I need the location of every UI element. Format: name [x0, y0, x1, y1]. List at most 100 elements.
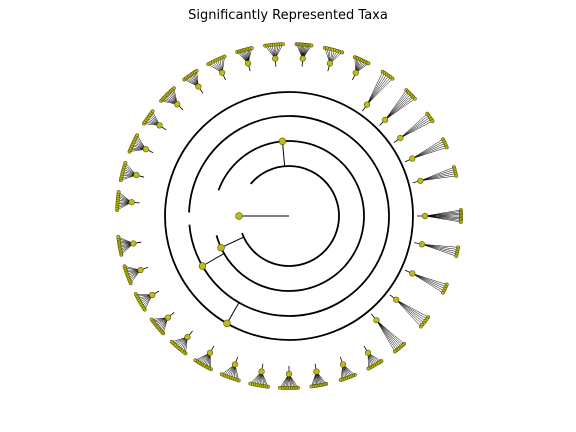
tree-radial-branch-3 [202, 253, 225, 267]
leaf-branch [385, 97, 414, 121]
leaf-node [441, 290, 445, 295]
leaf-branch [396, 299, 424, 324]
leaf-node [390, 76, 395, 81]
tree-internal-node-0 [235, 212, 243, 220]
leaf-branch [376, 320, 402, 347]
leaf-branch [385, 98, 415, 121]
cluster-node-21 [373, 317, 380, 324]
cluster-node-17 [421, 212, 429, 220]
tree-ring-2 [188, 115, 390, 317]
leaf-node [458, 220, 463, 224]
cluster-node-27 [231, 361, 239, 368]
cluster-node-24 [313, 368, 320, 375]
leaf-branch [376, 319, 405, 345]
leaf-branch [420, 173, 456, 182]
tree-radial-branch-1 [281, 141, 286, 167]
leaf-branch [384, 92, 410, 121]
cluster-node-20 [393, 296, 400, 303]
leaf-node [392, 349, 397, 354]
leaf-node [454, 173, 459, 178]
leaf-node [116, 235, 121, 239]
leaf-node [309, 43, 314, 48]
leaf-node [278, 385, 282, 390]
cluster-node-6 [219, 69, 226, 76]
cluster-node-26 [258, 368, 265, 375]
leaf-node [418, 324, 423, 329]
leaf-branch [384, 95, 413, 121]
leaf-node [149, 317, 154, 322]
cluster-node-1 [133, 172, 140, 179]
leaf-branch [412, 139, 444, 159]
leaf-branch [421, 244, 457, 257]
tree-radial-branch-2 [220, 236, 244, 249]
tree-radial-branch-4 [226, 302, 240, 324]
leaf-branch [424, 215, 461, 223]
leaf-branch [400, 113, 428, 139]
leaf-branch [366, 78, 393, 105]
tree-internal-node-3 [198, 262, 207, 270]
cluster-node-11 [352, 69, 359, 76]
cluster-node-32 [137, 266, 144, 274]
cluster-node-23 [339, 361, 347, 368]
leaf-branch [420, 166, 455, 182]
leaf-node [412, 96, 417, 101]
leaf-node [133, 292, 138, 296]
leaf-branch [395, 299, 421, 327]
leaf-node [340, 50, 345, 55]
cluster-node-8 [272, 55, 279, 62]
tree-ring-3 [164, 91, 414, 341]
cluster-node-3 [156, 122, 163, 129]
leaf-node [193, 358, 198, 363]
leaf-branch [412, 273, 445, 291]
cluster-node-31 [149, 291, 156, 299]
leaf-branch [421, 244, 458, 250]
leaf-node [222, 54, 227, 59]
leaf-branch [421, 244, 458, 253]
leaf-branch [366, 72, 385, 105]
leaf-branch [420, 171, 456, 182]
cluster-node-30 [164, 314, 172, 321]
leaf-branch [421, 244, 457, 255]
tree-ring-0 [241, 165, 340, 267]
leaf-branch [396, 299, 426, 322]
cluster-node-16 [417, 177, 424, 184]
cluster-node-0 [128, 199, 135, 206]
cluster-node-4 [174, 101, 181, 108]
chart-title: Significantly Represented Taxa [188, 8, 388, 23]
leaf-node [116, 190, 121, 194]
leaf-node [249, 46, 254, 50]
leaf-branch [412, 273, 444, 293]
tree-ring-1 [215, 140, 365, 292]
leaf-branch [424, 212, 461, 217]
leaf-branch [376, 320, 400, 348]
leaf-node [219, 372, 224, 377]
leaf-branch [412, 143, 445, 159]
cluster-node-33 [130, 240, 137, 247]
leaf-branch [400, 117, 431, 139]
leaf-branch [384, 90, 407, 120]
cluster-node-5 [195, 83, 202, 90]
leaf-branch [412, 273, 445, 289]
leaf-node [444, 145, 449, 150]
cluster-node-19 [409, 270, 416, 277]
leaf-node [150, 109, 155, 114]
cluster-node-22 [364, 349, 372, 356]
leaf-node [122, 264, 127, 269]
leaf-branch [366, 75, 389, 105]
leaf-branch [396, 299, 427, 320]
leaf-branch [396, 299, 429, 318]
leaf-node [366, 61, 371, 66]
leaf-branch [366, 74, 387, 105]
leaf-node [169, 339, 174, 344]
leaf-node [135, 133, 140, 138]
cluster-node-12 [363, 101, 371, 108]
leaf-branch [395, 299, 423, 325]
cluster-node-15 [409, 155, 416, 162]
leaf-node [430, 119, 435, 123]
leaf-node [454, 254, 459, 259]
leaf-branch [422, 244, 459, 248]
leaf-branch [400, 115, 429, 139]
cluster-node-29 [184, 333, 191, 341]
cluster-node-18 [418, 241, 426, 248]
